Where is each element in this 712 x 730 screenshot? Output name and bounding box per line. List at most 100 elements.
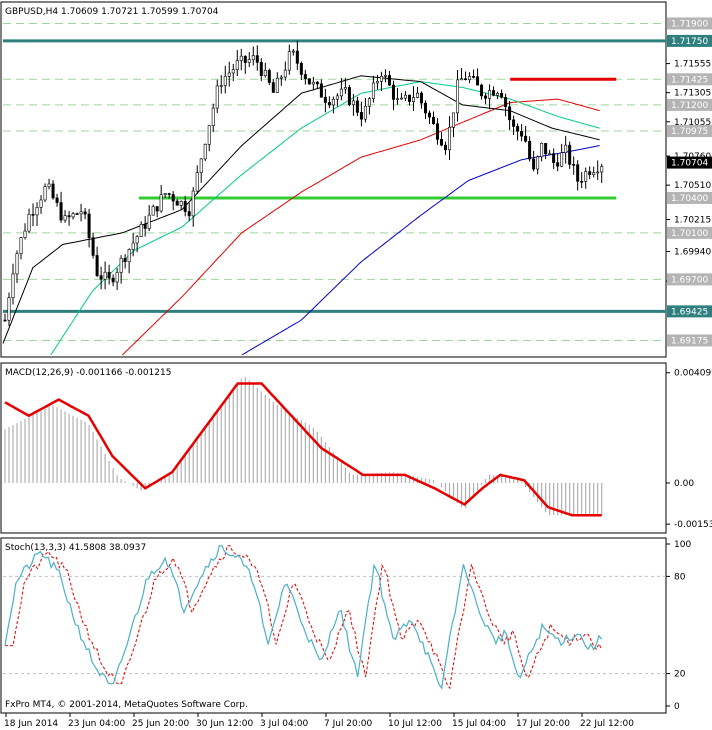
candle-body bbox=[436, 123, 440, 140]
candle-body bbox=[231, 69, 235, 74]
candle-body bbox=[47, 183, 51, 188]
candle-body bbox=[127, 249, 131, 263]
candle-body bbox=[267, 70, 271, 83]
candle-body bbox=[540, 143, 544, 158]
time-tick-label: 23 Jun 04:00 bbox=[68, 719, 125, 729]
time-tick-label: 15 Jul 04:00 bbox=[452, 719, 506, 729]
candle-body bbox=[411, 97, 415, 102]
macd-panel: MACD(12,26,9) -0.001166 -0.001215 bbox=[0, 362, 667, 534]
macd-signal-line bbox=[4, 382, 602, 517]
copyright-text: FxPro MT4, © 2001-2014, MetaQuotes Softw… bbox=[5, 700, 248, 710]
candle-body bbox=[516, 126, 520, 132]
candle-body bbox=[31, 213, 35, 216]
candle-body bbox=[19, 237, 23, 254]
candle-body bbox=[464, 78, 468, 80]
candle-body bbox=[135, 236, 139, 244]
candle-body bbox=[588, 171, 592, 175]
candle-body bbox=[155, 206, 159, 212]
candle-body bbox=[415, 92, 419, 98]
time-tick-label: 3 Jul 04:00 bbox=[260, 719, 309, 729]
candle-body bbox=[263, 70, 267, 76]
candle-body bbox=[460, 78, 464, 81]
price-tag-label: 1.69700 bbox=[671, 275, 708, 285]
candle-body bbox=[55, 197, 59, 203]
candle-body bbox=[11, 273, 15, 298]
macd-axis: 0.004099 0.00 -0.001532 bbox=[666, 369, 712, 530]
candle-body bbox=[283, 69, 287, 78]
candle-body bbox=[119, 258, 123, 273]
candle-body bbox=[407, 94, 411, 102]
candle-body bbox=[520, 130, 524, 137]
candle-body bbox=[375, 81, 379, 84]
candle-body bbox=[291, 50, 295, 53]
candle-body bbox=[79, 211, 83, 215]
candle-body bbox=[572, 164, 576, 166]
price-tag bbox=[667, 191, 712, 204]
time-tick-label: 10 Jul 12:00 bbox=[388, 719, 442, 729]
candle-body bbox=[379, 75, 383, 82]
price-chart-title: GBPUSD,H4 1.70609 1.70721 1.70599 1.7070… bbox=[5, 7, 219, 17]
candle-body bbox=[343, 87, 347, 90]
candle-body bbox=[219, 85, 223, 87]
candle-body bbox=[552, 153, 556, 163]
candle-body bbox=[568, 144, 572, 165]
time-tick-label: 22 Jul 12:00 bbox=[580, 719, 634, 729]
candle-body bbox=[59, 202, 63, 221]
candle-body bbox=[560, 152, 564, 167]
candle-body bbox=[275, 77, 279, 93]
candle-body bbox=[395, 98, 399, 100]
candle-body bbox=[335, 95, 339, 100]
candle-body bbox=[319, 83, 323, 98]
candle-body bbox=[35, 207, 39, 216]
candle-body bbox=[331, 98, 335, 106]
ma-blue-line bbox=[241, 145, 600, 356]
candle-body bbox=[183, 201, 187, 212]
candle-body bbox=[167, 193, 171, 195]
stoch-tick-label: 80 bbox=[674, 572, 686, 582]
candle-body bbox=[115, 272, 119, 283]
candle-body bbox=[472, 76, 476, 78]
candle-body bbox=[391, 84, 395, 100]
candle-body bbox=[239, 55, 243, 61]
candle-body bbox=[163, 193, 167, 196]
candle-body bbox=[488, 90, 492, 99]
candle-body bbox=[75, 213, 79, 215]
candle-body bbox=[131, 242, 135, 250]
candle-body bbox=[107, 271, 111, 279]
price-tag-label: 1.70975 bbox=[671, 127, 708, 137]
candle-body bbox=[151, 206, 155, 216]
candle-body bbox=[548, 153, 552, 155]
candle-body bbox=[592, 172, 596, 175]
candle-body bbox=[191, 190, 195, 217]
stoch-axis: 100 80 20 0 bbox=[666, 540, 691, 712]
time-tick-label: 17 Jul 20:00 bbox=[516, 719, 570, 729]
candle-body bbox=[468, 76, 472, 80]
price-tag-label: 1.71200 bbox=[671, 101, 708, 111]
price-tick-label: 1.71055 bbox=[674, 118, 711, 128]
candle-body bbox=[359, 112, 363, 120]
macd-tick-label: 0.004099 bbox=[674, 369, 712, 379]
price-tick-label: 1.71305 bbox=[674, 89, 711, 99]
candle-body bbox=[227, 72, 231, 77]
candle-body bbox=[295, 50, 299, 64]
price-tag bbox=[667, 334, 712, 347]
candle-body bbox=[195, 172, 199, 192]
candle-body bbox=[187, 211, 191, 217]
candle-body bbox=[403, 94, 407, 99]
candle-body bbox=[339, 88, 343, 97]
candle-body bbox=[303, 74, 307, 79]
candle-body bbox=[271, 82, 275, 93]
time-tick-label: 7 Jul 20:00 bbox=[324, 719, 373, 729]
candle-body bbox=[323, 96, 327, 103]
candle-body bbox=[51, 183, 55, 199]
candle-body bbox=[139, 224, 143, 237]
candle-body bbox=[7, 297, 11, 321]
price-panel: GBPUSD,H4 1.70609 1.70721 1.70599 1.7070… bbox=[0, 1, 667, 358]
candle-body bbox=[351, 100, 355, 105]
candle-body bbox=[419, 92, 423, 104]
stoch-panel: Stoch(13,3,3) 41.5808 38.0937 FxPro MT4,… bbox=[0, 537, 667, 714]
price-tick-label: 1.70510 bbox=[674, 181, 711, 191]
candle-body bbox=[223, 76, 227, 86]
stoch-tick-label: 0 bbox=[674, 702, 680, 712]
